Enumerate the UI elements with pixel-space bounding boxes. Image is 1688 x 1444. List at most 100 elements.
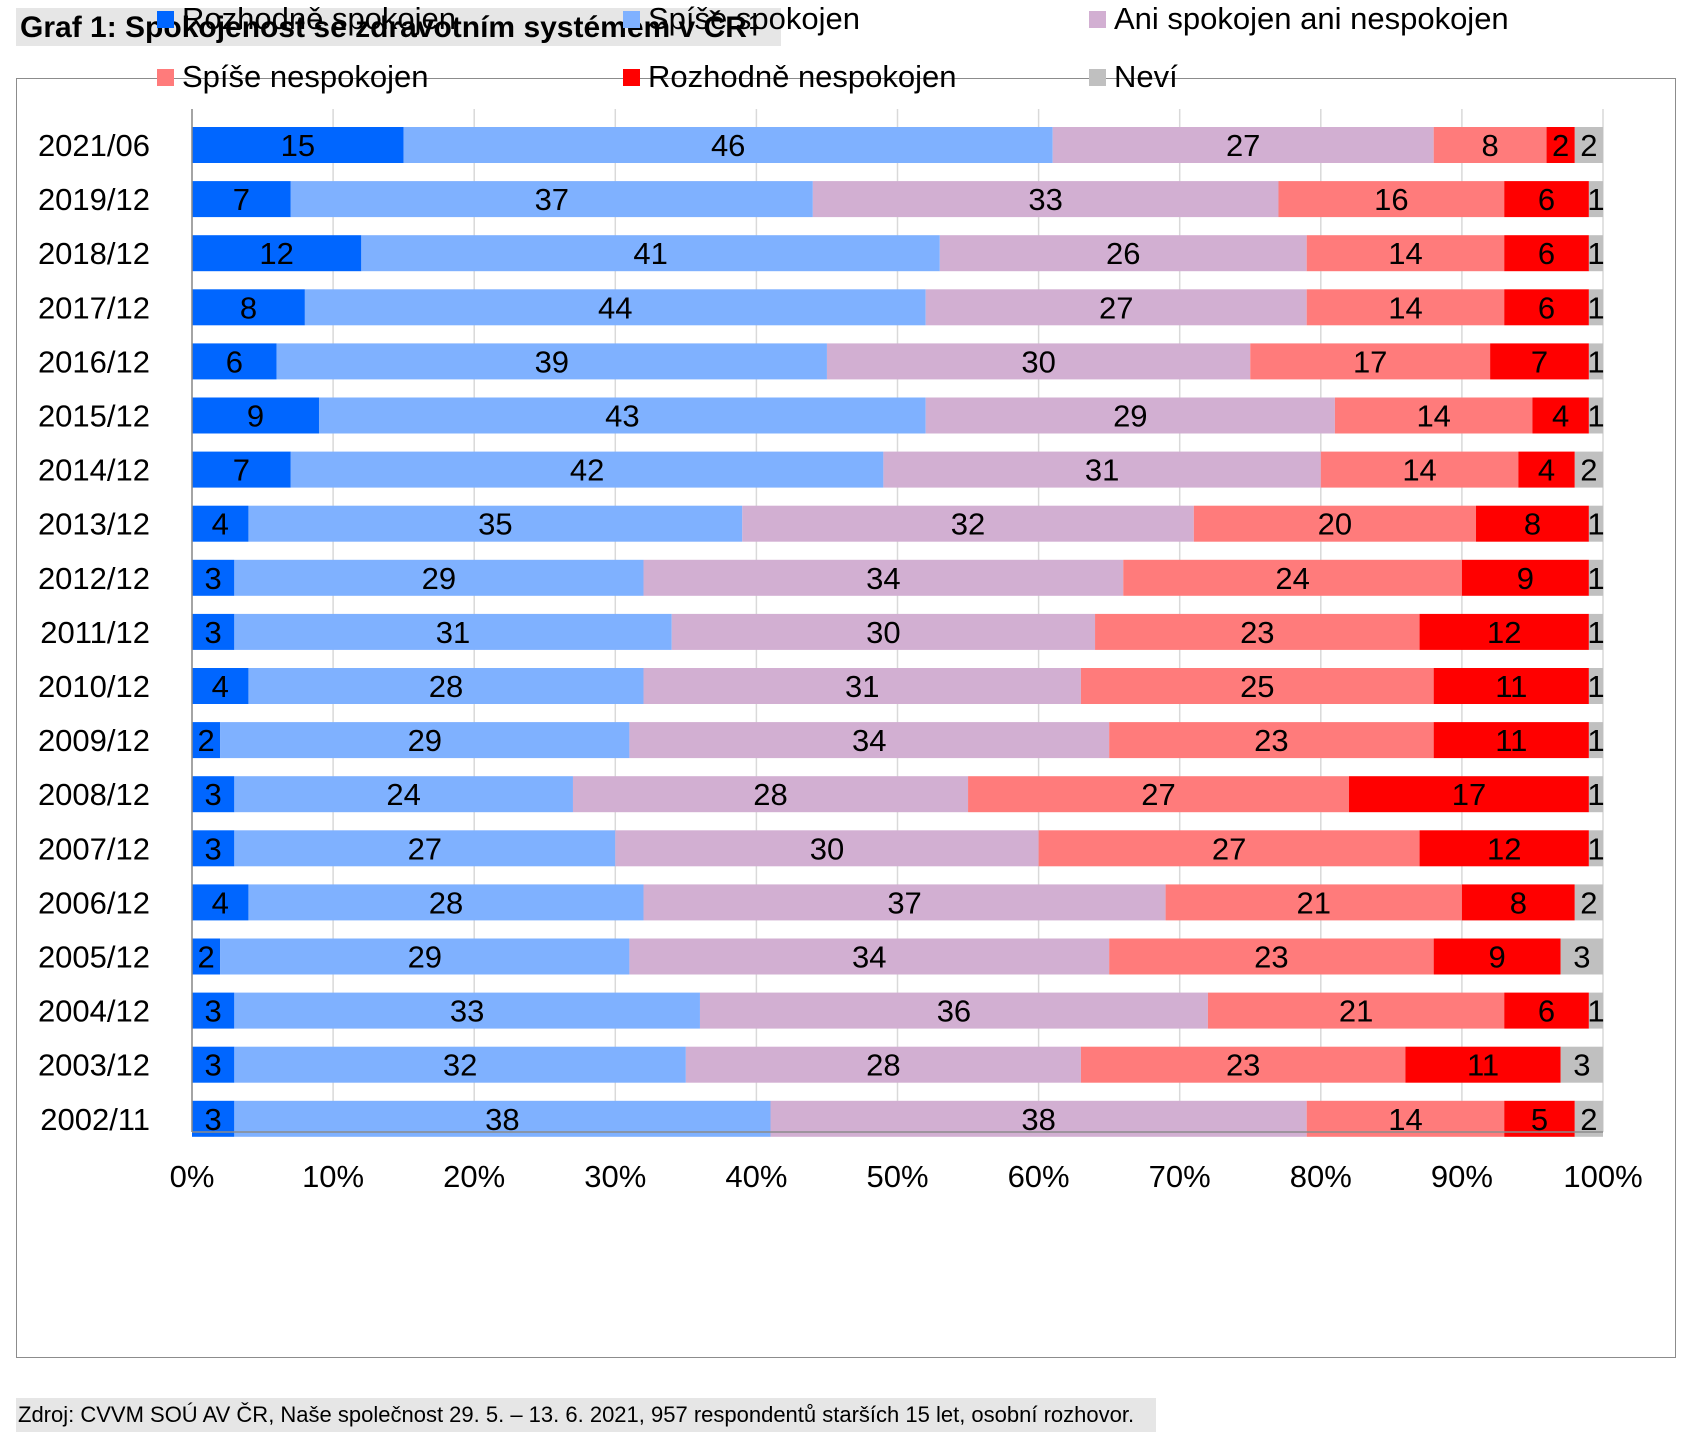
bar-value-label: 11: [1467, 1048, 1499, 1083]
bar-value-label: 3: [205, 1048, 222, 1083]
bar-value-label: 2: [1580, 128, 1597, 163]
legend-item: Ani spokojen ani nespokojen: [1089, 1, 1509, 37]
bar-segment: [192, 1046, 235, 1083]
bar-segment: [192, 505, 249, 542]
bar-segment: [1306, 1100, 1505, 1137]
bar-segment: [304, 289, 926, 326]
bar-segment: [403, 127, 1053, 163]
bar-value-label: 21: [1339, 994, 1373, 1029]
bar-segment: [629, 938, 1110, 975]
bar-segment: [1080, 1046, 1406, 1083]
x-tick-labels: 0% 10% 20% 30% 40% 50% 60% 70% 80% 90% 100%: [170, 1159, 1643, 1194]
bar-value-label: 8: [240, 290, 257, 325]
bar-segment: [1588, 992, 1603, 1029]
legend-swatch: [157, 10, 174, 28]
bar-segment: [826, 343, 1251, 380]
bar-segment: [192, 830, 235, 867]
x-tick-label: 70%: [1149, 1159, 1211, 1194]
bar-segment: [192, 992, 235, 1029]
legend-item: Spíše spokojen: [623, 1, 860, 37]
bar-segment: [1278, 181, 1505, 218]
category-label: 2016/12: [38, 344, 150, 379]
bar-segment: [1109, 938, 1434, 975]
category-label: 2017/12: [38, 290, 150, 325]
chart-frame: 15 46 27 8 2 2 2021/06 7 37 33 16 6 1 2019/12 12 41 26 14…: [16, 1, 1677, 1358]
bar-segment: [1546, 127, 1575, 163]
category-label: 2014/12: [38, 453, 150, 488]
x-tick-label: 100%: [1563, 1159, 1642, 1194]
bar-segment: [1433, 668, 1589, 704]
bar-value-label: 3: [205, 831, 222, 866]
bar-segment: [1560, 1046, 1603, 1083]
bar-value-label: 1: [1587, 344, 1604, 379]
bar-segment: [192, 668, 249, 704]
bar-value-label: 28: [429, 669, 463, 704]
x-tick-label: 80%: [1290, 1159, 1352, 1194]
bar-segment: [699, 992, 1208, 1029]
bar-segment: [192, 397, 319, 434]
bar-value-label: 23: [1226, 1048, 1260, 1083]
bar-value-label: 7: [233, 182, 250, 217]
bar-value-label: 28: [866, 1048, 900, 1083]
bar-value-label: 21: [1297, 885, 1331, 920]
bar-value-label: 2: [1552, 128, 1569, 163]
bar-value-label: 3: [1573, 940, 1590, 975]
bar-value-label: 1: [1587, 561, 1604, 596]
bar-segment: [192, 235, 362, 272]
bar-segment: [1588, 397, 1603, 434]
x-tick-label: 30%: [584, 1159, 646, 1194]
bar-value-label: 38: [1021, 1102, 1055, 1137]
bar-value-label: 27: [1212, 831, 1246, 866]
bar-value-label: 14: [1388, 290, 1422, 325]
x-tick-label: 60%: [1008, 1159, 1070, 1194]
bar-value-label: 17: [1353, 344, 1387, 379]
bar-value-label: 34: [852, 940, 886, 975]
bar-segment: [248, 668, 644, 704]
bar-segment: [318, 397, 926, 434]
bar-value-label: 14: [1416, 399, 1450, 434]
bar-segment: [1518, 451, 1575, 488]
legend-swatch: [1089, 10, 1106, 28]
bar-value-label: 39: [535, 344, 569, 379]
bar-segment: [1588, 289, 1603, 326]
category-label: 2012/12: [38, 561, 150, 596]
bar-value-label: 6: [1538, 290, 1555, 325]
bar-segment: [1504, 1100, 1575, 1137]
bar-segment: [192, 127, 404, 163]
bar-value-label: 9: [1517, 561, 1534, 596]
bar-value-label: 33: [450, 994, 484, 1029]
legend-label: Rozhodně nespokojen: [648, 59, 957, 94]
bar-value-label: 31: [1085, 453, 1119, 488]
bar-value-label: 44: [598, 290, 632, 325]
bar-value-label: 1: [1587, 236, 1604, 271]
bar-segment: [220, 938, 630, 975]
x-tick-label: 50%: [866, 1159, 928, 1194]
bar-value-label: 15: [281, 128, 315, 163]
bar-segment: [1588, 181, 1603, 218]
bar-value-label: 9: [1489, 940, 1506, 975]
bar-value-label: 12: [259, 236, 293, 271]
x-tick-label: 0%: [170, 1159, 215, 1194]
bar-value-label: 38: [485, 1102, 519, 1137]
bar-value-label: 30: [810, 831, 844, 866]
bar-segment: [685, 1046, 1081, 1083]
bar-value-label: 1: [1587, 615, 1604, 650]
bar-segment: [290, 451, 884, 488]
x-tick-label: 10%: [302, 1159, 364, 1194]
bar-segment: [1574, 127, 1603, 163]
bar-segment: [770, 1100, 1307, 1137]
chart-legend: Rozhodně spokojen Spíše spokojen Ani spoko…: [157, 1, 1677, 1347]
bar-segment: [1433, 938, 1561, 975]
bar-segment: [1588, 722, 1603, 759]
bar-value-label: 1: [1587, 669, 1604, 704]
bar-segment: [234, 992, 700, 1029]
legend-swatch: [1089, 68, 1106, 86]
bar-segment: [1461, 884, 1575, 921]
bar-value-label: 23: [1254, 940, 1288, 975]
bar-value-label: 1: [1587, 507, 1604, 542]
source-note: Zdroj: CVVM SOÚ AV ČR, Naše společnost 2…: [16, 1398, 1157, 1432]
bar-segment: [1504, 235, 1589, 272]
bar-segment: [812, 181, 1279, 218]
